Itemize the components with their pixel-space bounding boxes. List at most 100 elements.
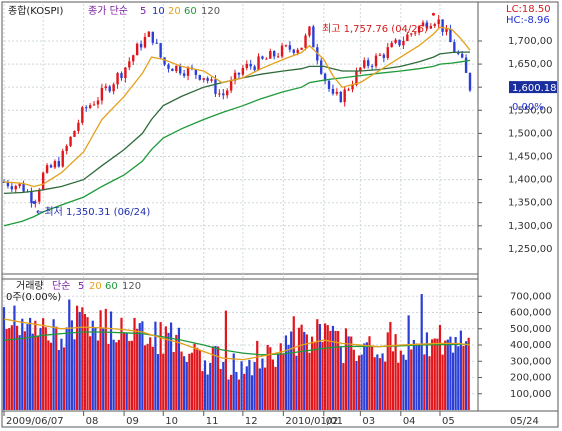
candle-body: [61, 150, 64, 167]
volume-bar: [371, 346, 374, 410]
volume-bar: [21, 318, 24, 410]
volume-bar: [290, 331, 293, 410]
volume-y-ticks: 700,000 600,000 500,000 400,000 300,000 200,0…: [478, 291, 551, 400]
candle-body: [269, 51, 272, 59]
volume-bar: [446, 339, 449, 410]
candle-body: [18, 183, 21, 187]
candle-body: [182, 73, 186, 76]
candle-body: [382, 54, 386, 58]
volume-bar: [112, 339, 115, 410]
candle-body: [6, 182, 10, 187]
candle-body: [222, 93, 225, 96]
candle-body: [218, 93, 221, 95]
candle-body: [10, 186, 14, 190]
candle-body: [421, 22, 425, 27]
volume-bar: [287, 344, 290, 410]
volume-y-tick-label: 600,000: [510, 308, 551, 319]
price-y-tick-label: 1,650,00: [508, 59, 553, 70]
volume-y-tick-label: 500,000: [510, 324, 551, 335]
volume-bar: [235, 371, 238, 410]
volume-bar: [295, 355, 298, 410]
candle-body: [343, 89, 346, 103]
volume-bar: [284, 335, 288, 410]
volume-bar: [8, 328, 11, 410]
candle-body: [85, 107, 88, 109]
candle-body: [386, 47, 389, 58]
volume-bar: [337, 331, 340, 410]
volume-ma-60: 60: [105, 281, 118, 292]
candle-body: [92, 104, 96, 106]
high-annotation: 최고 1,757.76 (04/26): [322, 23, 428, 35]
low-point-marker: [32, 201, 36, 205]
volume-bar: [222, 361, 225, 410]
x-tick-label-last: 05/24: [510, 416, 539, 427]
volume-bar: [232, 353, 235, 410]
volume-bar: [253, 361, 256, 410]
volume-ma60-line: [3, 331, 470, 356]
candle-body: [331, 88, 335, 94]
volume-bar: [454, 336, 457, 410]
volume-bar: [81, 307, 84, 410]
volume-bar: [31, 333, 34, 410]
volume-bar: [384, 361, 387, 410]
candle-body: [116, 73, 119, 85]
candle-body: [77, 122, 80, 131]
candle-body: [88, 105, 92, 109]
last-price-value: 1,600.18: [512, 83, 557, 94]
volume-bar: [188, 353, 191, 410]
candle-body: [280, 45, 284, 57]
volume-unit-note: 0주(0.00%): [6, 292, 61, 303]
volume-bar: [282, 353, 285, 410]
volume-bar: [451, 352, 455, 410]
price-ma-120: 120: [201, 6, 220, 17]
candle-body: [100, 88, 104, 101]
volume-bar: [39, 327, 42, 410]
candle-body: [206, 78, 209, 81]
candle-body: [214, 79, 217, 94]
volume-bar: [190, 352, 194, 410]
volume-bar: [250, 375, 254, 410]
volume-bar: [303, 331, 306, 410]
volume-bar: [394, 334, 397, 410]
price-y-tick-label: 1,250,00: [508, 244, 553, 255]
x-tick-label: 11: [206, 416, 219, 427]
volume-bar: [350, 336, 353, 410]
price-y-tick-label: 1,550,00: [508, 105, 553, 116]
volume-bar: [248, 359, 251, 410]
candle-body: [273, 51, 276, 57]
volume-bar: [279, 343, 282, 410]
volume-bar: [183, 356, 186, 410]
candle-body: [226, 90, 229, 96]
volume-bar: [164, 326, 167, 410]
price-ma20-line: [3, 26, 471, 188]
x-tick-label: 02: [326, 416, 339, 427]
volume-bar: [261, 358, 264, 410]
volume-bar: [224, 310, 228, 410]
lc-label: LC:18.50: [506, 4, 551, 15]
price-ma-60: 60: [184, 6, 197, 17]
volume-bar: [462, 345, 465, 410]
candle-body: [453, 42, 456, 53]
candle-body: [41, 172, 45, 190]
candle-body: [210, 79, 213, 81]
volume-bar: [436, 338, 439, 410]
volume-bar: [177, 327, 181, 410]
volume-bar: [75, 305, 79, 410]
last-price-change: 0.00%: [512, 102, 544, 113]
candle-body: [198, 74, 201, 80]
candle-body: [167, 64, 170, 69]
candle-body: [296, 49, 299, 53]
candle-body: [288, 45, 292, 50]
candle-body: [304, 35, 307, 48]
volume-bar: [397, 362, 400, 410]
volume-bar: [329, 330, 332, 410]
candle-body: [398, 39, 401, 46]
candle-body: [257, 56, 260, 71]
candle-body: [124, 67, 127, 79]
volume-bar: [438, 325, 442, 410]
volume-bar: [159, 322, 162, 410]
candle-body: [53, 161, 57, 168]
x-tick-label: 08: [86, 416, 99, 427]
volume-bar: [467, 337, 470, 410]
volume-bar: [180, 351, 183, 410]
